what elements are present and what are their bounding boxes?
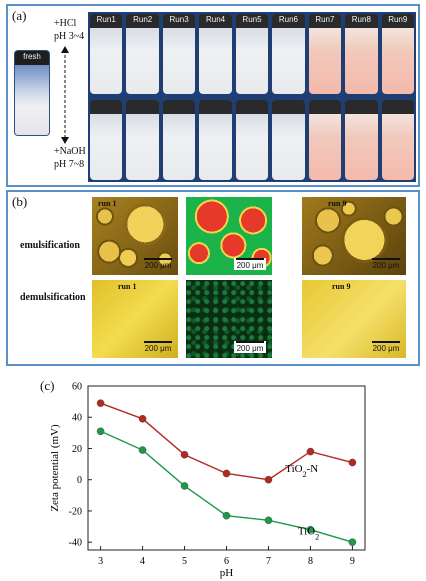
run-label: Run6 <box>278 15 298 24</box>
data-point <box>138 446 147 454</box>
y-tick-label: -40 <box>69 538 82 549</box>
vial-run3-base <box>162 100 196 180</box>
data-point <box>222 469 231 478</box>
scale-bar: 200 μm <box>234 258 266 270</box>
data-point <box>348 538 357 546</box>
scale-bar: 200 μm <box>372 258 400 270</box>
run-label: Run3 <box>169 15 189 24</box>
vial-run2-acid: Run2 <box>126 14 159 94</box>
series-label-tio2: TiO2 <box>298 525 319 541</box>
run9-label: run 9 <box>332 282 351 291</box>
scale-bar: 200 μm <box>144 258 172 270</box>
panel-a-label: (a) <box>12 8 27 23</box>
x-tick-label: 6 <box>224 556 229 567</box>
run-label: Run5 <box>242 15 262 24</box>
panel-a: (a) fresh +HCl pH 3~4 +NaOH pH 7~8 Run1 R… <box>6 4 420 187</box>
data-point <box>264 475 273 484</box>
demulsification-label: demulsification <box>20 292 86 303</box>
vial-run4-base <box>199 100 232 180</box>
y-tick-label: -20 <box>69 506 82 517</box>
fresh-label: fresh <box>23 52 41 61</box>
y-tick-label: 60 <box>72 382 82 393</box>
base-ph-label: pH 7~8 <box>54 159 85 170</box>
micrograph-run9-demulsion: run 9 200 μm <box>302 280 406 358</box>
run-label: Run8 <box>351 15 371 24</box>
data-point <box>180 450 189 459</box>
run-label: Run7 <box>315 15 335 24</box>
run1-label: run 1 <box>118 282 137 291</box>
data-point <box>180 482 189 490</box>
run-label: Run1 <box>96 15 116 24</box>
plot-frame <box>87 385 366 551</box>
panel-b-label: (b) <box>12 194 28 209</box>
x-tick-label: 4 <box>140 556 145 567</box>
x-tick-label: 3 <box>98 556 103 567</box>
panel-b: (b) emulsification demulsification run 1… <box>6 190 420 366</box>
x-tick-label: 7 <box>266 556 271 567</box>
x-tick-label: 8 <box>308 556 313 567</box>
vial-run6-base <box>272 100 305 180</box>
vial-run8-base <box>345 100 378 180</box>
x-tick-label: 9 <box>350 556 355 567</box>
run-label: Run4 <box>205 15 226 24</box>
zeta-potential-chart: -40 -20 0 20 40 60 3 4 5 6 7 8 9 pH Zeta potential (mV… <box>49 382 366 579</box>
fresh-vial: fresh <box>14 50 50 136</box>
fluorescence-run1-emulsion: 200 μm <box>186 197 272 275</box>
acid-ph-label: pH 3~4 <box>54 31 85 42</box>
vial-run1-base <box>90 100 123 180</box>
vial-run1-acid: Run1 <box>90 14 123 94</box>
vial-run9-base <box>381 100 414 180</box>
data-point <box>306 525 315 534</box>
panel-c-label: (c) <box>40 378 55 393</box>
x-tick-label: 5 <box>182 556 187 567</box>
micrograph-run1-emulsion: run 1 200 μm <box>92 197 178 275</box>
micrograph-run1-demulsion: run 1 200 μm <box>92 280 178 358</box>
scale-bar: 200 μm <box>372 341 400 353</box>
scale-bar: 200 μm <box>144 341 172 353</box>
vial-run4-acid: Run4 <box>199 14 232 94</box>
data-point <box>306 447 315 456</box>
base-label: +NaOH <box>54 146 86 157</box>
vial-run5-base <box>235 100 269 180</box>
fluorescence-run1-demulsion: 200 μm <box>186 280 272 358</box>
vial-run7-base <box>308 100 342 180</box>
series-label-tio2-n: TiO2-N <box>285 463 318 479</box>
run-label: Run2 <box>133 15 153 24</box>
micrograph-run9-emulsion: run 9 200 μm <box>302 197 406 275</box>
vial-grid: Run1 Run2 Run3 Run4 Run5 Run6 Run7 Run8 Run9 <box>88 12 416 182</box>
run9-label: run 9 <box>328 199 347 208</box>
vial-run5-acid: Run5 <box>235 14 269 94</box>
data-point <box>138 415 147 423</box>
data-point <box>96 427 105 436</box>
run1-label: run 1 <box>98 199 117 208</box>
vial-run3-acid: Run3 <box>162 14 196 94</box>
vial-run7-acid: Run7 <box>308 14 342 94</box>
vial-run2-base <box>126 100 159 180</box>
vial-run8-acid: Run8 <box>345 14 378 94</box>
data-point <box>348 458 357 467</box>
data-point <box>96 399 105 407</box>
run-label: Run9 <box>388 15 408 24</box>
y-tick-label: 0 <box>77 475 82 486</box>
y-axis-label: Zeta potential (mV) <box>49 424 61 512</box>
acid-label: +HCl <box>54 18 77 29</box>
y-tick-label: 40 <box>72 413 82 424</box>
ph-cycle-arrow <box>61 46 69 144</box>
scale-bar: 200 μm <box>234 341 266 353</box>
x-axis-label: pH <box>220 567 234 579</box>
vial-run6-acid: Run6 <box>272 14 305 94</box>
data-point <box>264 516 273 525</box>
y-tick-label: 20 <box>72 444 82 455</box>
vial-run9-acid: Run9 <box>381 14 414 94</box>
emulsification-label: emulsification <box>20 240 80 251</box>
data-point <box>222 511 231 520</box>
